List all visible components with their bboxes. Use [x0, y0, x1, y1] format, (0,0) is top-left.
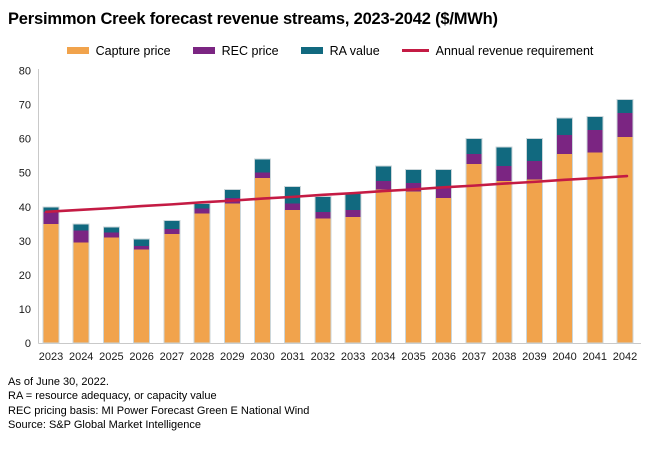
legend-label-capture-price: Capture price	[95, 43, 171, 58]
svg-text:2033: 2033	[341, 351, 365, 363]
legend: Capture price REC price RA value Annual …	[0, 43, 660, 59]
svg-text:2031: 2031	[280, 351, 304, 363]
svg-text:2036: 2036	[431, 351, 455, 363]
svg-text:2037: 2037	[462, 351, 486, 363]
legend-item-annual-revenue-requirement: Annual revenue requirement	[401, 43, 594, 58]
svg-text:0: 0	[25, 338, 31, 350]
footnotes: As of June 30, 2022. RA = resource adequ…	[0, 375, 660, 433]
rec-price-swatch-icon	[192, 47, 215, 55]
svg-text:80: 80	[19, 65, 31, 77]
svg-text:2042: 2042	[613, 351, 637, 363]
svg-text:2028: 2028	[190, 351, 214, 363]
svg-text:40: 40	[19, 201, 31, 213]
svg-text:2030: 2030	[250, 351, 274, 363]
footnote-ra-definition: RA = resource adequacy, or capacity valu…	[8, 390, 217, 403]
svg-text:2027: 2027	[160, 351, 184, 363]
footnote-rec-pricing-basis: REC pricing basis: MI Power Forecast Gre…	[8, 404, 310, 417]
capture-price-swatch-icon	[66, 47, 89, 55]
svg-text:30: 30	[19, 235, 31, 247]
legend-label-ra-value: RA value	[329, 43, 380, 58]
svg-text:2041: 2041	[583, 351, 607, 363]
legend-label-rec-price: REC price	[221, 43, 279, 58]
svg-text:2024: 2024	[69, 351, 93, 363]
svg-text:20: 20	[19, 270, 31, 282]
chart-title: Persimmon Creek forecast revenue streams…	[8, 10, 498, 28]
svg-text:2026: 2026	[129, 351, 153, 363]
svg-text:2038: 2038	[492, 351, 516, 363]
legend-item-rec-price: REC price	[192, 43, 279, 58]
svg-text:2034: 2034	[371, 351, 395, 363]
svg-text:2029: 2029	[220, 351, 244, 363]
svg-text:2025: 2025	[99, 351, 123, 363]
svg-text:2039: 2039	[522, 351, 546, 363]
legend-label-annual-revenue-requirement: Annual revenue requirement	[435, 43, 594, 58]
svg-text:2032: 2032	[311, 351, 335, 363]
annual-revenue-requirement-line-icon	[401, 49, 429, 53]
footnote-as-of-date: As of June 30, 2022.	[8, 375, 109, 388]
svg-text:2040: 2040	[552, 351, 576, 363]
footnote-source: Source: S&P Global Market Intelligence	[8, 419, 202, 432]
svg-text:60: 60	[19, 133, 31, 145]
legend-item-ra-value: RA value	[300, 43, 380, 58]
svg-text:10: 10	[19, 304, 31, 316]
svg-text:70: 70	[19, 99, 31, 111]
legend-item-capture-price: Capture price	[66, 43, 171, 58]
svg-text:2023: 2023	[39, 351, 63, 363]
svg-text:2035: 2035	[401, 351, 425, 363]
ra-value-swatch-icon	[300, 47, 323, 55]
svg-text:50: 50	[19, 167, 31, 179]
